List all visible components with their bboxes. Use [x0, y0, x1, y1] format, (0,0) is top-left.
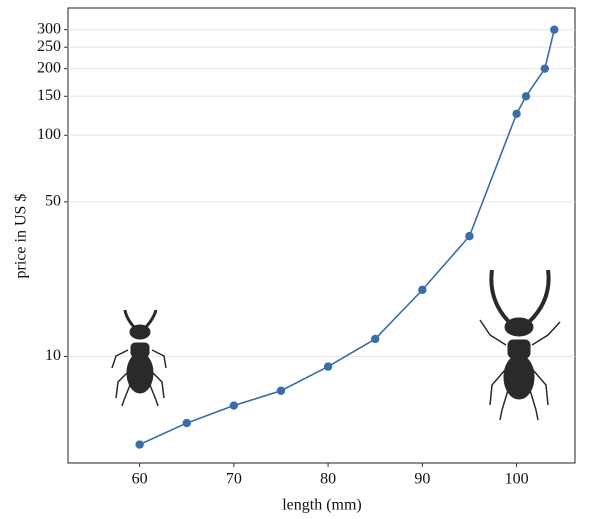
data-point	[465, 232, 473, 240]
y-tick-label: 250	[37, 38, 61, 55]
page: {"chart_data": {"type": "line", "x_label…	[0, 0, 595, 519]
data-point	[512, 110, 520, 118]
plot-frame	[68, 8, 575, 463]
y-tick-label: 150	[37, 87, 61, 104]
data-point	[418, 286, 426, 294]
data-point	[550, 25, 558, 33]
data-point	[522, 92, 530, 100]
data-point	[324, 362, 332, 370]
y-tick-label: 100	[37, 126, 61, 143]
data-point	[183, 419, 191, 427]
x-tick-label: 80	[320, 471, 336, 488]
x-tick-label: 70	[226, 471, 242, 488]
y-tick-label: 200	[37, 59, 61, 76]
y-tick-label: 300	[37, 20, 61, 37]
y-tick-label: 10	[45, 347, 61, 364]
x-tick-label: 100	[505, 471, 529, 488]
x-tick-label: 60	[132, 471, 148, 488]
x-axis-label: length (mm)	[282, 497, 362, 514]
x-tick-label: 90	[414, 471, 430, 488]
data-point	[277, 387, 285, 395]
y-tick-label: 50	[45, 193, 61, 210]
data-point	[135, 440, 143, 448]
data-point	[230, 401, 238, 409]
chart: length (mm) price in US $ 10 50 100 150 200 2…	[0, 0, 595, 519]
y-axis-label: price in US $	[13, 194, 30, 279]
data-point	[541, 64, 549, 72]
data-point	[371, 335, 379, 343]
